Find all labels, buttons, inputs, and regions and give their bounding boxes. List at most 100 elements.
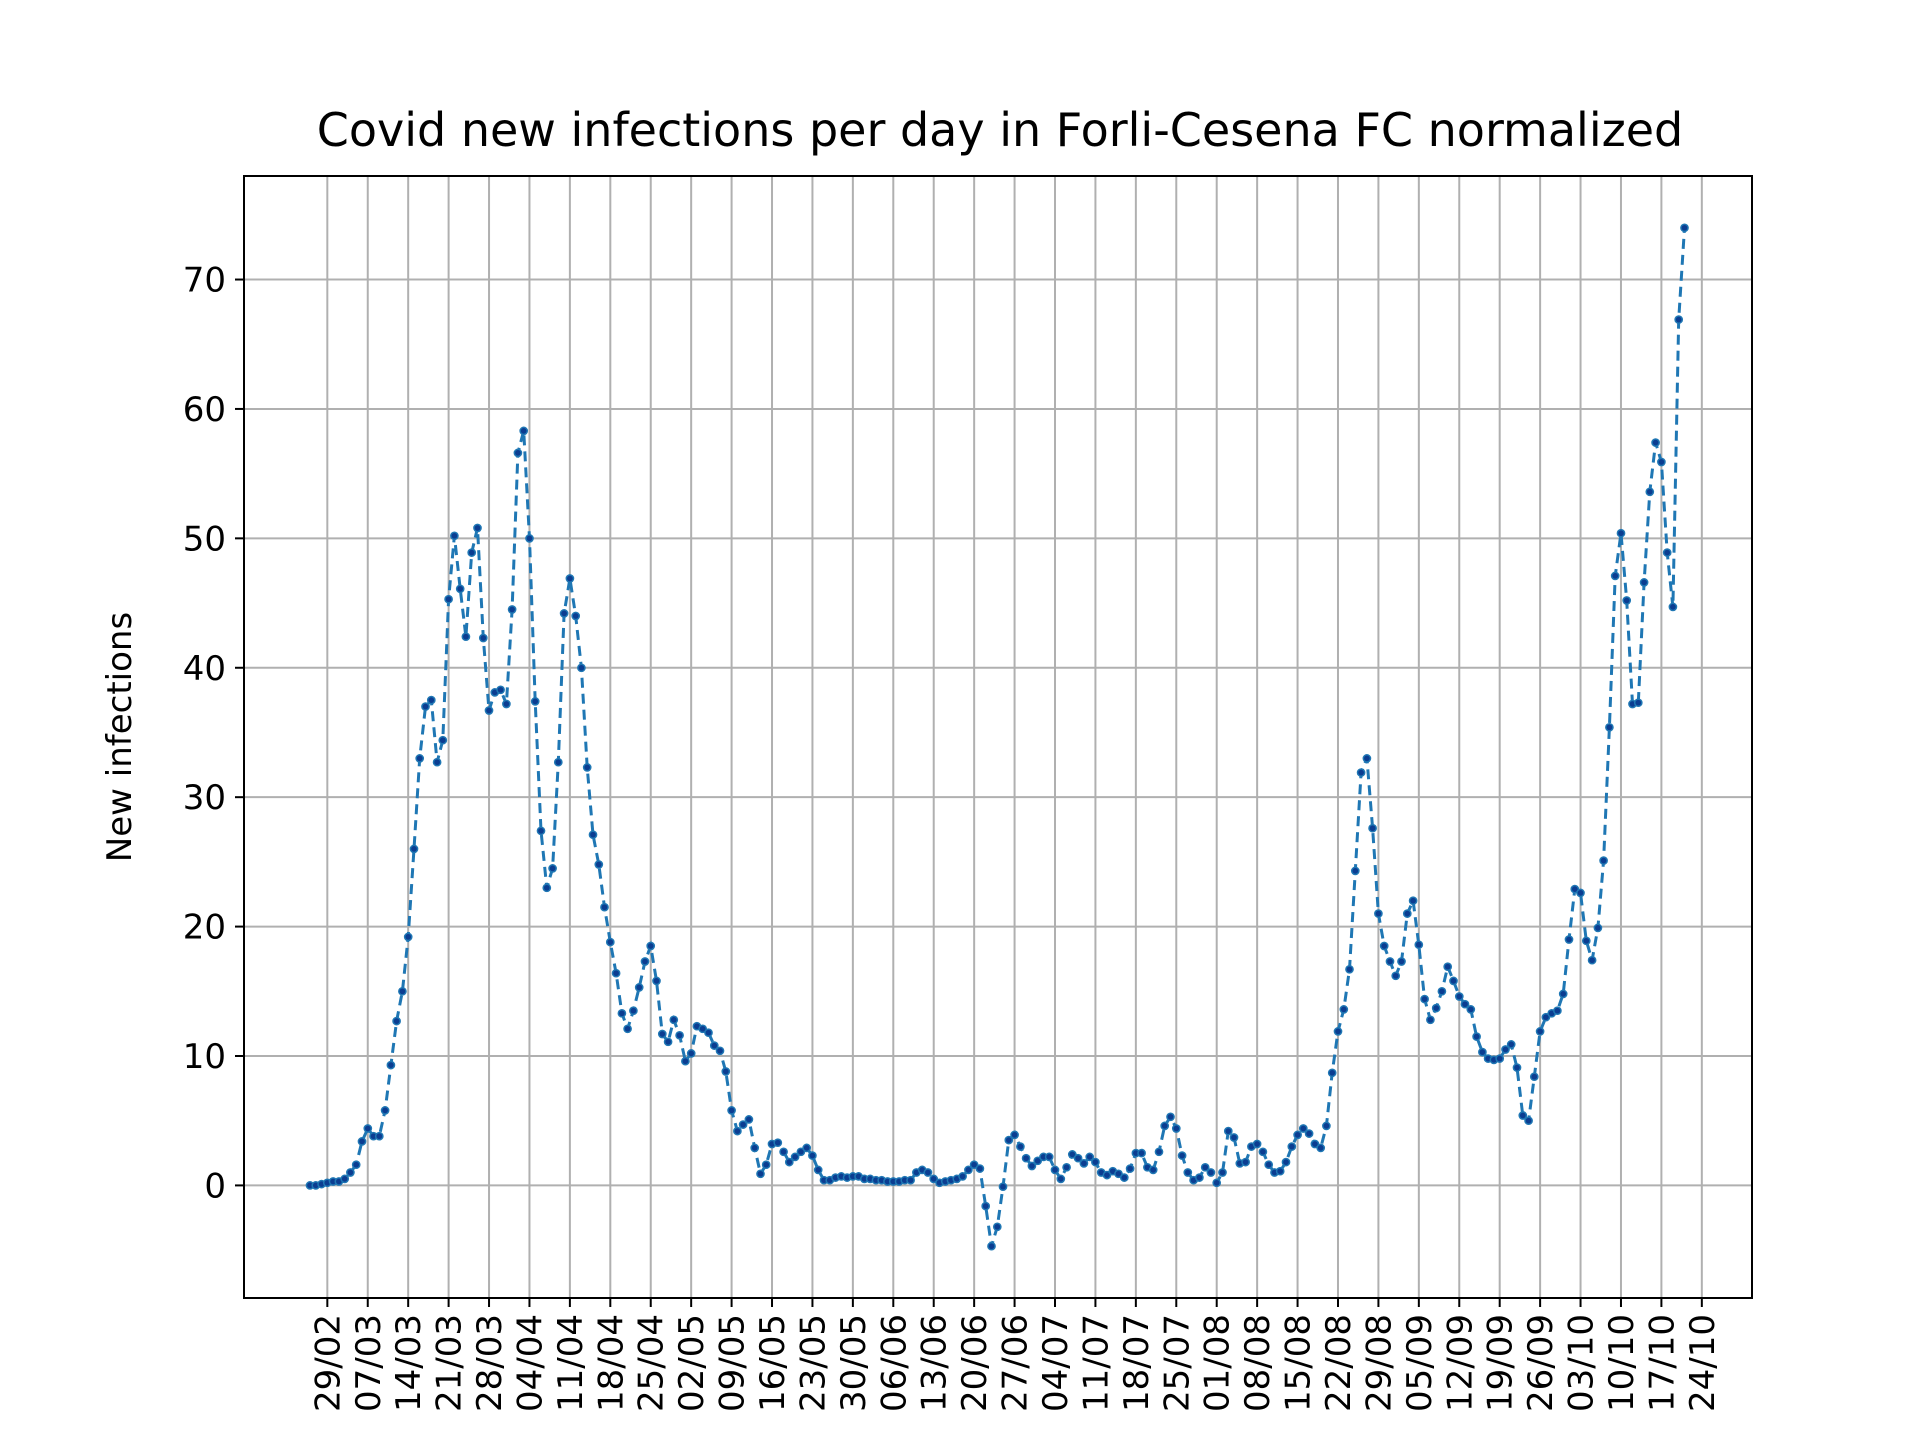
data-point: [623, 1024, 632, 1034]
data-point: [1327, 1068, 1337, 1078]
data-point: [594, 860, 604, 869]
data-point: [1264, 1160, 1274, 1170]
data-point: [432, 757, 442, 767]
data-point: [1460, 999, 1470, 1009]
data-point: [750, 1143, 760, 1153]
data-point: [1229, 1133, 1239, 1142]
x-tick-label: 03/10: [1562, 1314, 1602, 1412]
data-point: [1478, 1047, 1487, 1057]
data-point: [1050, 1165, 1060, 1175]
x-tick-label: 27/06: [996, 1314, 1036, 1412]
y-tick-label: 0: [204, 1166, 226, 1206]
data-point: [1662, 548, 1672, 557]
x-tick-label: 19/09: [1481, 1314, 1521, 1412]
data-point: [415, 754, 425, 763]
data-point: [686, 1049, 696, 1058]
data-point: [681, 1056, 690, 1066]
x-tick-label: 29/08: [1359, 1314, 1399, 1412]
data-point: [1166, 1112, 1175, 1122]
data-point: [1391, 971, 1401, 981]
data-point: [1073, 1153, 1083, 1163]
data-point: [1495, 1054, 1505, 1063]
data-point: [1010, 1130, 1019, 1140]
data-point: [577, 663, 586, 673]
data-point: [1033, 1156, 1043, 1166]
y-tick-label: 60: [183, 390, 226, 430]
x-tick-label: 15/08: [1279, 1314, 1319, 1412]
chart-title: Covid new infections per day in Forli-Ce…: [317, 103, 1684, 157]
y-tick-label: 40: [183, 649, 226, 689]
data-point: [386, 1060, 396, 1070]
x-tick-label: 10/10: [1602, 1314, 1642, 1412]
data-point: [675, 1030, 684, 1040]
data-point: [657, 1029, 667, 1039]
data-point: [1183, 1168, 1193, 1177]
data-point: [346, 1168, 355, 1177]
data-point: [1119, 1173, 1129, 1182]
data-point: [1397, 957, 1406, 966]
data-point: [1605, 722, 1614, 732]
data-point: [1293, 1130, 1302, 1140]
data-point: [363, 1124, 373, 1133]
data-point: [1426, 1015, 1435, 1025]
data-point: [1177, 1151, 1187, 1160]
data-point: [605, 937, 615, 947]
x-tick-label: 11/04: [551, 1314, 591, 1412]
x-tick-label: 24/10: [1683, 1314, 1723, 1412]
x-tick-label: 16/05: [753, 1314, 793, 1412]
x-tick-label: 06/06: [874, 1314, 914, 1412]
x-tick-label: 04/04: [510, 1314, 550, 1412]
axes-frame: [243, 175, 1753, 1299]
data-point: [1379, 941, 1389, 951]
data-point: [1114, 1169, 1123, 1179]
data-point: [1091, 1157, 1100, 1167]
data-point: [1645, 487, 1655, 497]
x-tick-label: 01/08: [1198, 1314, 1238, 1412]
data-point: [1639, 578, 1649, 587]
data-point: [1524, 1116, 1533, 1126]
data-point: [813, 1165, 823, 1175]
data-point: [1449, 976, 1458, 986]
data-point: [1587, 955, 1597, 965]
data-point: [519, 426, 529, 436]
data-point: [1016, 1142, 1025, 1151]
data-point: [559, 609, 569, 618]
y-tick-label: 50: [183, 519, 226, 559]
data-point: [1322, 1121, 1331, 1131]
data-point: [536, 826, 546, 836]
data-point: [1241, 1157, 1250, 1167]
data-point: [1102, 1170, 1112, 1180]
data-point: [1027, 1161, 1037, 1171]
data-point: [392, 1016, 401, 1026]
data-point: [1657, 457, 1666, 467]
data-point: [438, 735, 448, 745]
data-point: [779, 1147, 788, 1157]
y-tick-label: 10: [183, 1037, 226, 1077]
data-point: [461, 632, 471, 642]
data-point: [1368, 823, 1377, 833]
data-point: [1044, 1152, 1054, 1162]
data-point: [421, 702, 430, 711]
data-point: [1148, 1165, 1158, 1175]
data-point: [467, 548, 477, 557]
data-point: [1535, 1027, 1545, 1036]
x-axis: 29/02 07/03 14/03 21/03 28/03 04/04 11/04 18/04…: [308, 1298, 1723, 1412]
data-point: [646, 941, 656, 951]
data-point: [1414, 940, 1424, 950]
x-tick-label: 20/06: [955, 1314, 995, 1412]
data-point: [1553, 1006, 1562, 1016]
data-point: [1616, 528, 1626, 538]
data-point: [634, 983, 644, 992]
data-point: [611, 968, 621, 978]
data-point: [478, 633, 488, 643]
data-point: [571, 611, 581, 621]
data-point: [1501, 1045, 1510, 1054]
data-point: [1310, 1139, 1320, 1149]
data-point: [398, 986, 407, 996]
data-point: [1298, 1124, 1308, 1133]
data-point: [1056, 1174, 1066, 1184]
data-point: [998, 1182, 1008, 1192]
data-point: [450, 531, 459, 541]
data-point: [588, 830, 598, 840]
